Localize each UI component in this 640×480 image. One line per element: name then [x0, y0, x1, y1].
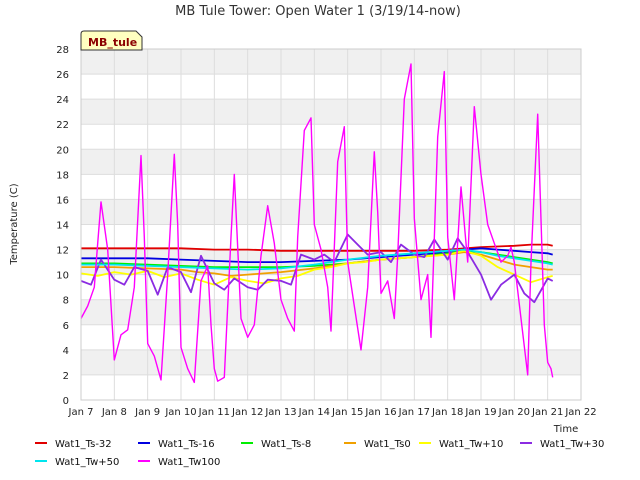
y-tick-label: 4 — [63, 346, 69, 357]
series-line-wat1-tw-50 — [81, 248, 553, 271]
x-tick-label: Jan 16 — [364, 407, 396, 418]
plot-frame — [80, 48, 582, 401]
band — [81, 99, 581, 125]
x-tick-label: Jan 20 — [498, 407, 530, 418]
legend-label: Wat1_Tw+10 — [439, 439, 503, 450]
series-line-wat1-tw-10 — [80, 249, 553, 286]
x-tick-label: Jan 13 — [264, 407, 296, 418]
x-tick-label: Jan 15 — [331, 407, 363, 418]
x-tick-label: Jan 22 — [564, 407, 596, 418]
y-tick-label: 0 — [63, 396, 69, 407]
x-tick-label: Jan 11 — [198, 407, 230, 418]
y-tick-label: 24 — [56, 95, 69, 106]
legend-label: Wat1_Tw+30 — [540, 439, 604, 450]
series-group — [80, 63, 554, 384]
legend-label: Wat1_Ts-32 — [55, 439, 112, 450]
legend-label: Wat1_Ts-16 — [158, 439, 215, 450]
x-tick-label: Jan 9 — [134, 407, 160, 418]
legend-label: Wat1_Tw+50 — [55, 457, 119, 468]
x-tick-label: Jan 18 — [431, 407, 463, 418]
y-tick-label: 16 — [56, 195, 69, 206]
x-tick-label: Jan 19 — [464, 407, 496, 418]
x-tick-label: Jan 12 — [231, 407, 263, 418]
y-axis-label: Temperature (C) — [9, 183, 20, 265]
legend-label: Wat1_Tw100 — [158, 457, 220, 468]
badge-box — [80, 30, 143, 51]
series-line-wat1-tw100 — [80, 63, 554, 384]
x-tick-label: Jan 17 — [398, 407, 430, 418]
x-tick-label: Jan 8 — [101, 407, 127, 418]
x-tick-label: Jan 7 — [68, 407, 94, 418]
band — [81, 199, 581, 225]
y-tick-label: 8 — [63, 296, 69, 307]
x-tick-label: Jan 21 — [531, 407, 563, 418]
band — [81, 49, 581, 75]
x-tick-label: Jan 14 — [298, 407, 330, 418]
band — [81, 149, 581, 175]
y-tick-label: 10 — [56, 271, 69, 282]
y-tick-label: 2 — [63, 371, 69, 382]
y-tick-label: 28 — [56, 45, 69, 56]
band — [81, 349, 581, 375]
legend-label: Wat1_Ts0 — [364, 439, 411, 450]
y-tick-label: 14 — [56, 221, 69, 232]
y-tick-label: 18 — [56, 170, 69, 181]
station-badge: MB_tule — [80, 30, 143, 51]
y-tick-label: 6 — [63, 321, 69, 332]
y-tick-label: 12 — [56, 246, 69, 257]
legend-label: Wat1_Ts-8 — [261, 439, 311, 450]
legend: Wat1_Ts-32 Wat1_Ts-16 Wat1_Ts-8 Wat1_Ts0 Wat… — [35, 439, 604, 468]
chart-title: MB Tule Tower: Open Water 1 (3/19/14-now… — [175, 4, 461, 19]
x-tick-label: Jan 10 — [164, 407, 196, 418]
series-line-wat1-tw-30 — [80, 233, 554, 304]
y-tick-label: 20 — [56, 145, 69, 156]
x-axis-label: Time — [553, 424, 578, 435]
badge-label: MB_tule — [88, 36, 137, 49]
y-tick-label: 22 — [56, 120, 69, 131]
y-tick-label: 26 — [56, 70, 69, 81]
